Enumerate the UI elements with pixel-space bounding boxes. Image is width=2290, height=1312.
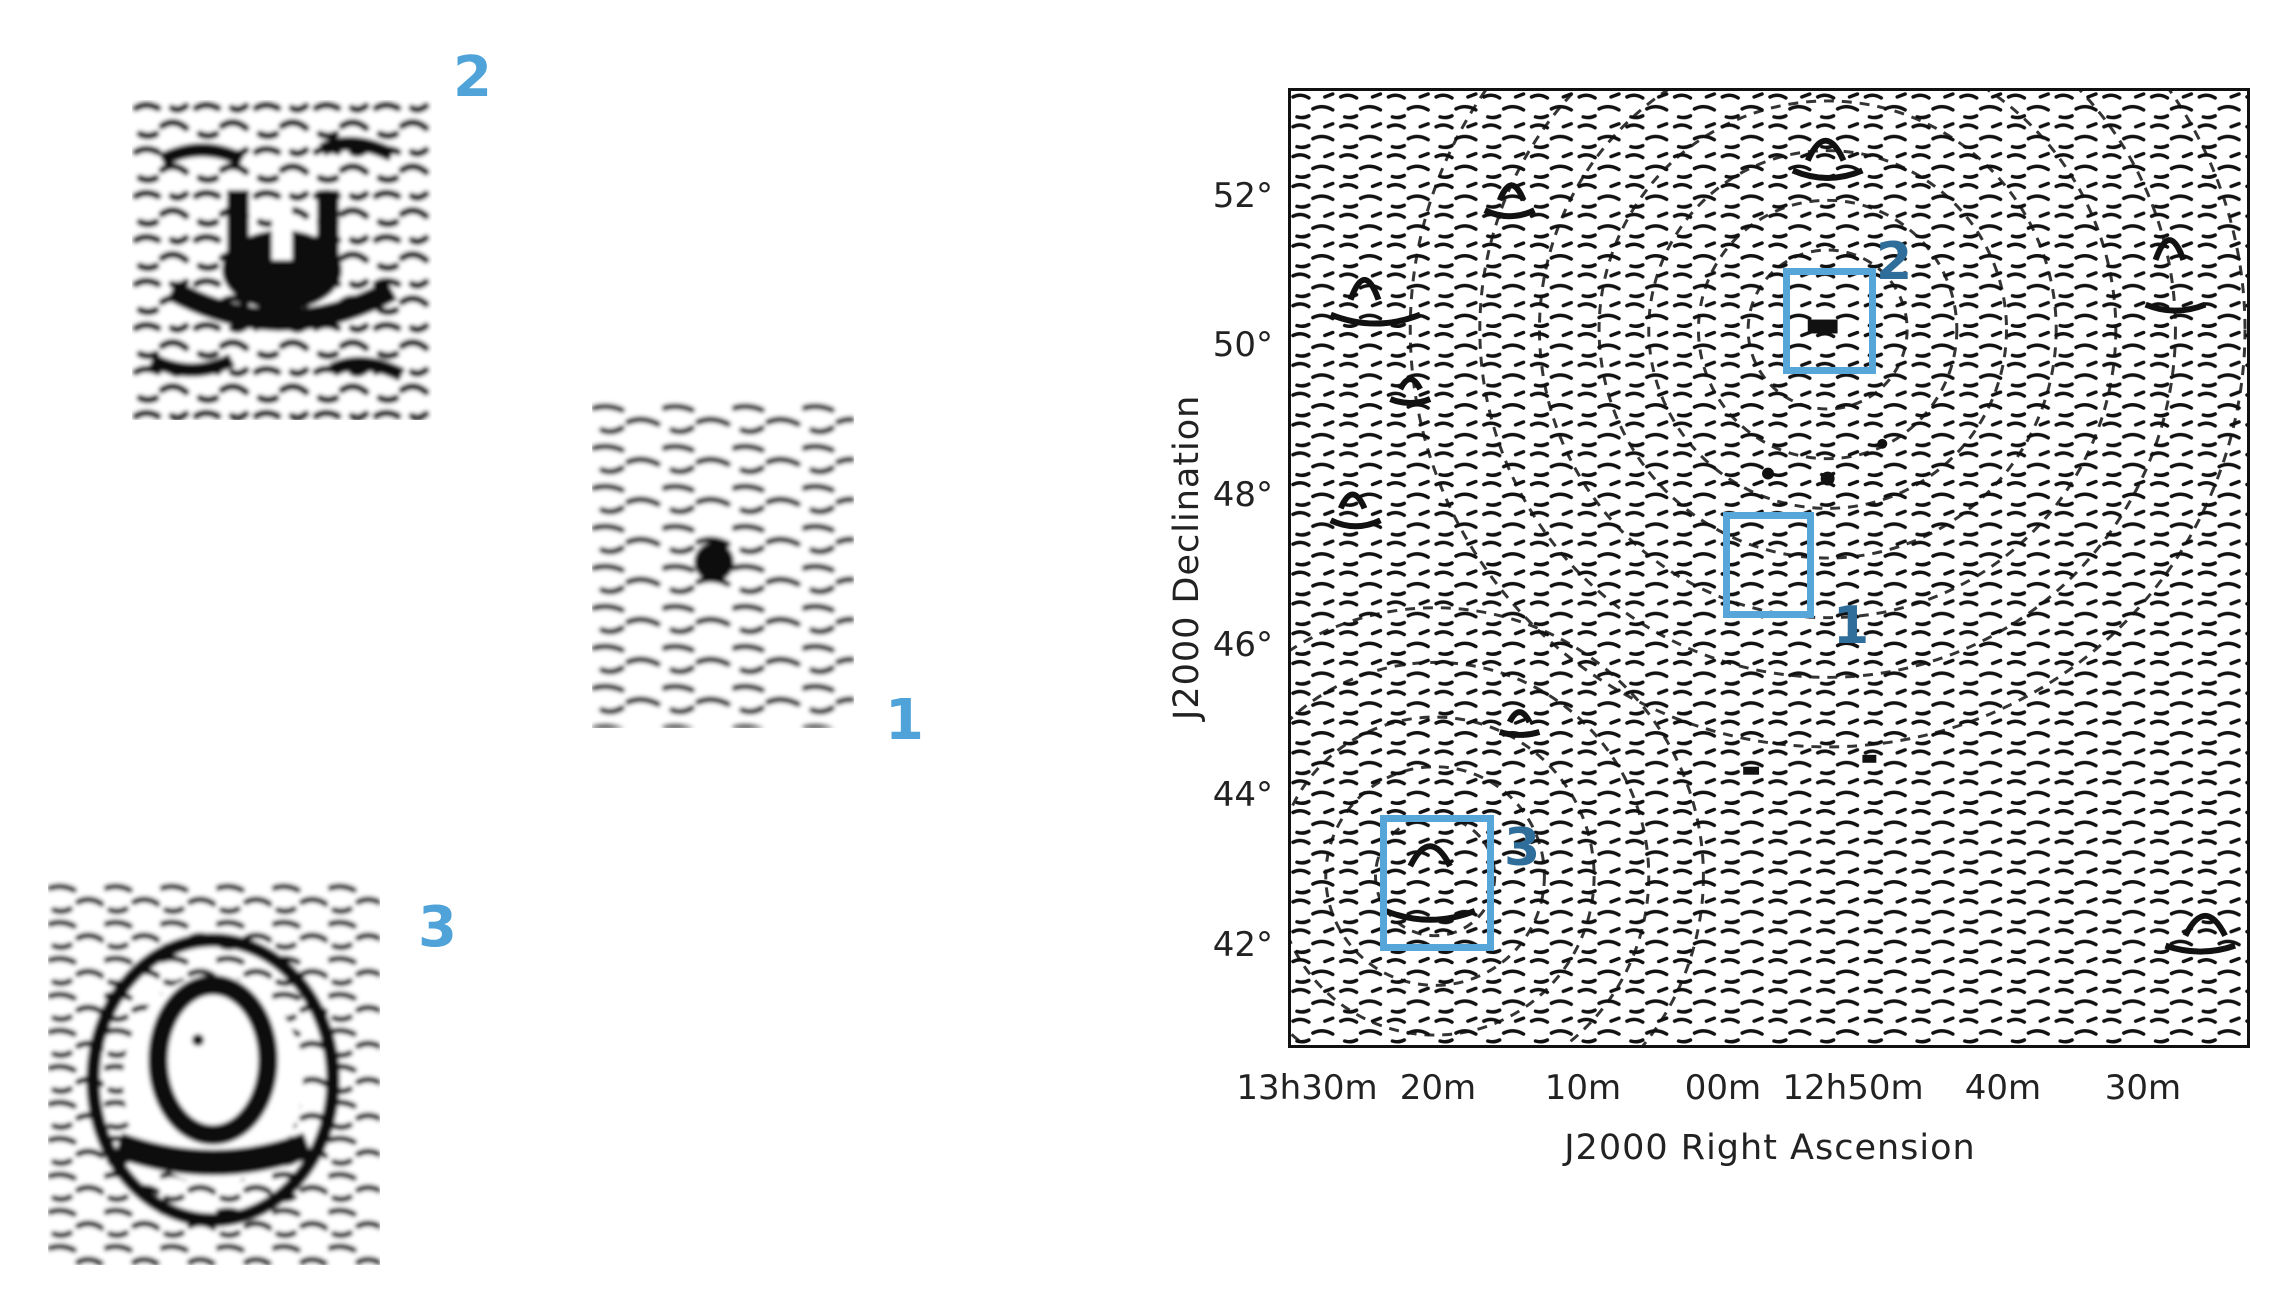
y-axis-title: J2000 Declination: [1167, 394, 1207, 720]
radio-map: [1288, 88, 2250, 1048]
y-tick-label: 48°: [1212, 475, 1273, 515]
x-tick-label: 00m: [1684, 1068, 1762, 1108]
cutout-1-image: [592, 398, 854, 728]
cutout-1-graphic: [592, 398, 854, 728]
x-tick-label: 40m: [1964, 1068, 2042, 1108]
y-tick-label: 46°: [1212, 625, 1273, 665]
x-tick-label: 12h50m: [1782, 1068, 1924, 1108]
x-tick-label: 13h30m: [1236, 1068, 1378, 1108]
map-box-2-label: 2: [1876, 232, 1913, 292]
y-tick-label: 44°: [1212, 775, 1273, 815]
y-tick-label: 52°: [1212, 176, 1273, 216]
map-box-2: [1783, 268, 1876, 374]
cutout-3-label: 3: [418, 895, 457, 960]
cutout-2-label: 2: [453, 45, 492, 110]
y-tick-label: 50°: [1212, 325, 1273, 365]
map-box-1-label: 1: [1833, 596, 1870, 656]
x-tick-label: 10m: [1544, 1068, 1622, 1108]
x-tick-label: 30m: [2104, 1068, 2182, 1108]
map-box-3: [1380, 815, 1494, 951]
radio-map-graphic: [1291, 91, 2247, 1045]
y-tick-label: 42°: [1212, 925, 1273, 965]
cutout-2-graphic: [132, 100, 432, 420]
x-axis-title: J2000 Right Ascension: [1564, 1128, 1976, 1168]
cutout-3-image: [48, 880, 380, 1265]
map-box-3-label: 3: [1504, 818, 1541, 878]
cutout-3-graphic: [48, 880, 380, 1265]
cutout-2-image: [132, 100, 432, 420]
cutout-1-label: 1: [885, 688, 924, 753]
x-tick-label: 20m: [1399, 1068, 1477, 1108]
map-box-1: [1723, 512, 1814, 618]
